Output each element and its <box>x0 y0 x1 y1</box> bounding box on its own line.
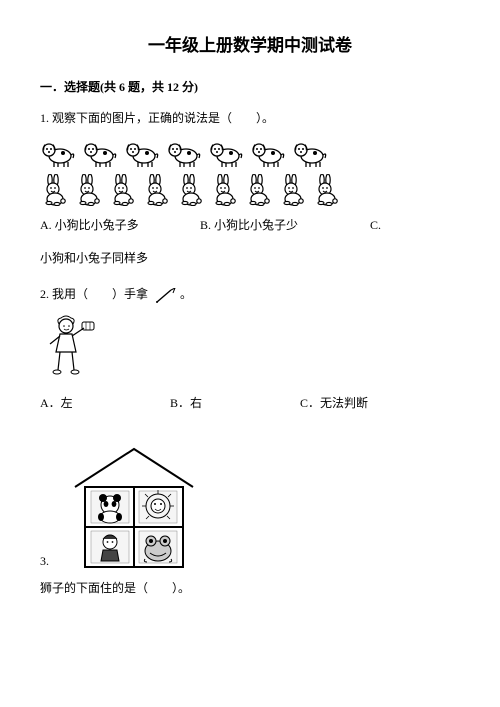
dog-icon <box>82 138 118 168</box>
q1-option-c-wrap: 小狗和小兔子同样多 <box>40 247 460 270</box>
q2-option-b: B．右 <box>170 392 300 415</box>
rabbit-icon <box>278 174 306 206</box>
q3-row: 3. <box>40 435 460 577</box>
girl-icon <box>44 314 460 376</box>
rabbit-icon <box>312 174 340 206</box>
page-title: 一年级上册数学期中测试卷 <box>40 30 460 62</box>
rabbit-icon <box>108 174 136 206</box>
section-heading: 一．选择题(共 6 题，共 12 分) <box>40 76 460 99</box>
dog-icon <box>250 138 286 168</box>
rabbit-icon <box>142 174 170 206</box>
q3-number: 3. <box>40 550 49 573</box>
q2-option-a: A．左 <box>40 392 170 415</box>
q1-options: A. 小狗比小兔子多 B. 小狗比小兔子少 C. <box>40 214 460 237</box>
dog-icon <box>124 138 160 168</box>
rabbit-icon <box>74 174 102 206</box>
dog-icon <box>292 138 328 168</box>
q2-option-c: C．无法判断 <box>300 392 460 415</box>
q1-option-b: B. 小狗比小兔子少 <box>200 214 370 237</box>
rabbit-icon <box>176 174 204 206</box>
period: 。 <box>180 287 192 301</box>
q2-prompt: 2. 我用（ ）手拿 。 <box>40 283 460 306</box>
q1-rabbits-row <box>40 174 460 206</box>
q1-option-c: C. <box>370 214 460 237</box>
house-icon <box>69 443 199 571</box>
rabbit-icon <box>210 174 238 206</box>
q3-below-text: 狮子的下面住的是（ ）。 <box>40 577 460 600</box>
rabbit-icon <box>40 174 68 206</box>
dog-icon <box>166 138 202 168</box>
q2-prompt-text: 2. 我用（ ）手拿 <box>40 287 148 301</box>
q1-dogs-row <box>40 138 460 168</box>
pen-icon <box>155 288 177 304</box>
q2-options: A．左 B．右 C．无法判断 <box>40 392 460 415</box>
dog-icon <box>40 138 76 168</box>
q1-prompt: 1. 观察下面的图片，正确的说法是（ ）。 <box>40 107 460 130</box>
q1-option-a: A. 小狗比小兔子多 <box>40 214 200 237</box>
dog-icon <box>208 138 244 168</box>
rabbit-icon <box>244 174 272 206</box>
